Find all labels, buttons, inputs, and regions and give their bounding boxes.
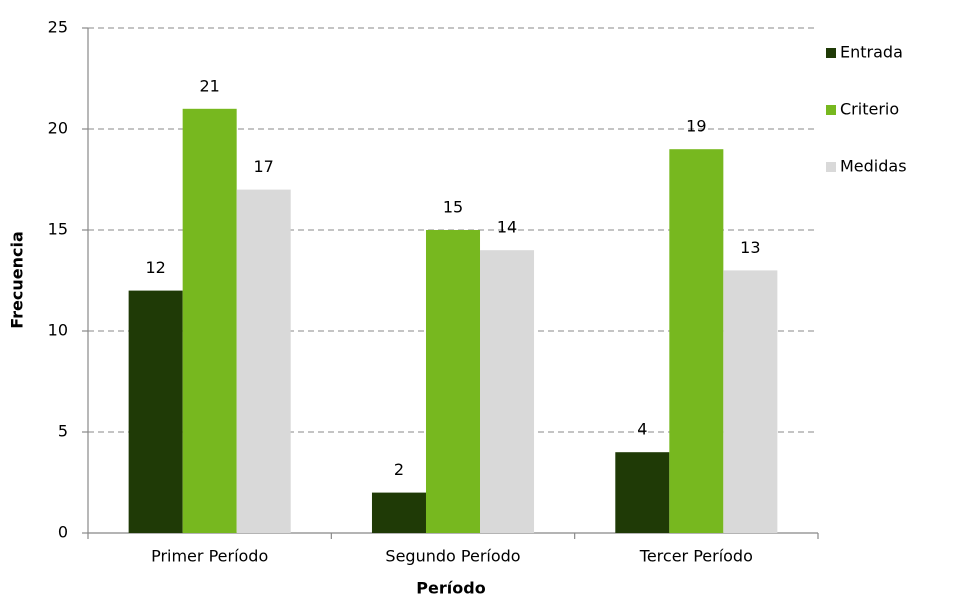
data-label: 21 <box>199 76 219 95</box>
bar <box>425 230 481 533</box>
data-label: 2 <box>394 460 404 479</box>
bar <box>236 189 291 533</box>
data-label: 4 <box>637 420 647 439</box>
data-label: 13 <box>740 238 760 257</box>
data-label: 15 <box>443 198 463 217</box>
bar <box>615 452 670 533</box>
data-label: 19 <box>686 117 706 136</box>
x-axis-label: Período <box>416 579 485 596</box>
legend-label: Criterio <box>840 100 899 119</box>
legend-label: Entrada <box>840 43 903 62</box>
y-axis-label: Frecuencia <box>8 231 27 329</box>
y-tick-label: 5 <box>58 422 68 441</box>
y-tick-label: 15 <box>48 220 68 239</box>
bar <box>480 250 535 533</box>
bar <box>182 108 237 534</box>
y-tick-label: 10 <box>48 321 68 340</box>
data-label: 14 <box>497 218 517 237</box>
data-label: 17 <box>254 157 274 176</box>
legend-label: Medidas <box>840 157 907 176</box>
bar <box>723 270 778 533</box>
legend-swatch <box>826 105 836 115</box>
data-label: 12 <box>145 258 165 277</box>
y-tick-label: 25 <box>48 18 68 37</box>
y-tick-label: 20 <box>48 119 68 138</box>
bar <box>128 290 183 533</box>
bar <box>669 149 724 533</box>
x-tick-label: Segundo Período <box>385 547 520 566</box>
x-tick-label: Primer Período <box>151 547 268 566</box>
x-tick-label: Tercer Período <box>639 547 753 566</box>
legend-swatch <box>826 162 836 172</box>
y-tick-label: 0 <box>58 523 68 542</box>
legend-swatch <box>826 48 836 58</box>
bar <box>371 492 426 533</box>
